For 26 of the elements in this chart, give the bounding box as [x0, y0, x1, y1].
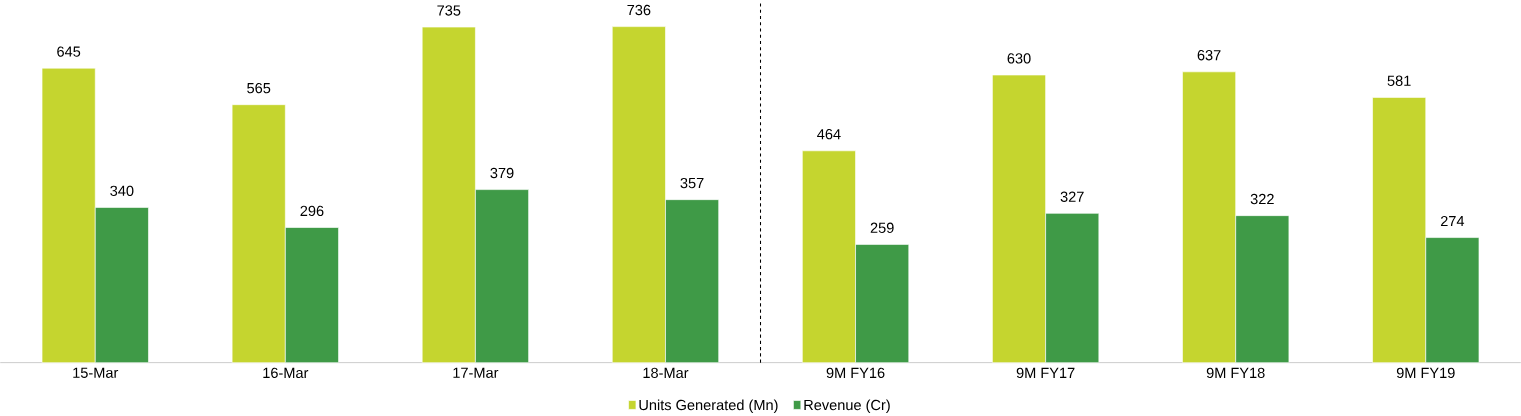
- data-label: 296: [300, 205, 324, 216]
- data-label: 327: [1060, 191, 1084, 202]
- data-label: 581: [1387, 75, 1411, 86]
- data-label: 274: [1440, 215, 1465, 226]
- data-label: 379: [490, 167, 514, 178]
- data-label: 645: [57, 46, 81, 57]
- data-label: 259: [870, 222, 894, 233]
- x-tick-label: 9M FY17: [1016, 367, 1075, 378]
- x-tick-label: 9M FY16: [826, 367, 885, 378]
- x-tick-label: 16-Mar: [263, 367, 309, 378]
- data-label: 637: [1197, 49, 1221, 61]
- legend-label: Revenue (Cr): [804, 399, 890, 413]
- x-tick-label: 17-Mar: [453, 367, 499, 378]
- legend-label: Units Generated (Mn): [639, 399, 778, 413]
- data-label: 340: [110, 185, 134, 196]
- data-label: 735: [437, 5, 461, 16]
- data-label: 464: [817, 128, 841, 140]
- data-label: 322: [1250, 193, 1274, 205]
- x-tick-label: 15-Mar: [73, 367, 119, 378]
- data-label: 565: [247, 82, 271, 94]
- data-label: 630: [1007, 53, 1031, 64]
- x-tick-label: 9M FY18: [1206, 367, 1265, 378]
- x-tick-label: 18-Mar: [643, 367, 689, 378]
- data-label: 357: [680, 177, 704, 189]
- data-label: 736: [627, 4, 651, 15]
- x-tick-label: 9M FY19: [1396, 367, 1455, 378]
